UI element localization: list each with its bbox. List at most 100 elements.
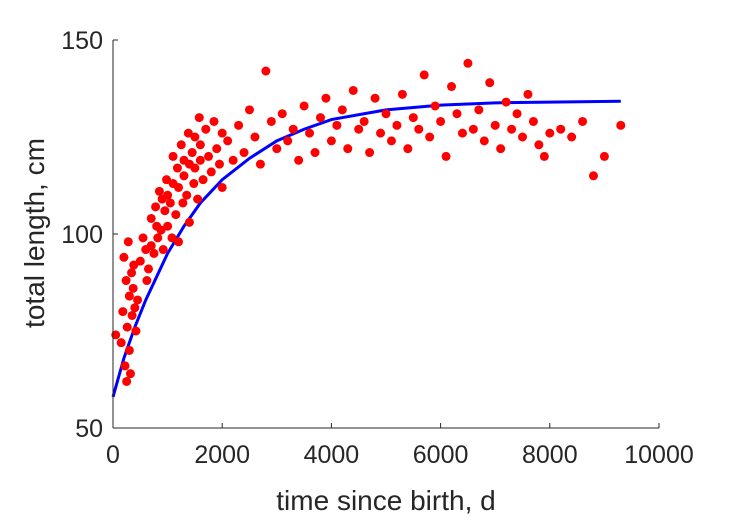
data-point	[153, 233, 163, 243]
data-point	[193, 194, 203, 204]
data-point	[178, 198, 188, 208]
y-tick-label: 50	[75, 415, 103, 443]
data-point	[198, 175, 208, 185]
data-point	[337, 105, 347, 115]
data-point	[239, 148, 249, 158]
data-point	[174, 237, 184, 247]
data-point	[288, 124, 298, 134]
data-point	[158, 245, 168, 255]
data-point	[261, 66, 271, 76]
data-point	[408, 113, 418, 123]
data-point	[310, 148, 320, 158]
data-point	[376, 128, 386, 138]
data-point	[468, 124, 478, 134]
data-point	[146, 241, 156, 251]
data-point	[223, 136, 233, 146]
data-point	[163, 221, 173, 231]
data-point	[119, 252, 129, 262]
x-tick-label: 10000	[624, 441, 694, 469]
data-point	[135, 256, 145, 266]
data-point	[616, 120, 626, 130]
data-point	[128, 283, 138, 293]
data-point	[403, 144, 413, 154]
x-tick-label: 8000	[522, 441, 578, 469]
data-point	[204, 151, 214, 161]
data-point	[156, 225, 166, 235]
data-point	[556, 124, 566, 134]
data-point	[485, 78, 495, 88]
y-tick-label: 150	[61, 27, 103, 55]
data-point	[171, 210, 181, 220]
data-point	[463, 58, 473, 68]
data-point	[283, 136, 293, 146]
data-point	[479, 136, 489, 146]
data-point	[321, 93, 331, 103]
data-point	[474, 105, 484, 115]
data-point	[182, 190, 192, 200]
data-point	[212, 144, 222, 154]
data-point	[386, 136, 396, 146]
data-point	[146, 213, 156, 223]
data-point	[359, 116, 369, 126]
data-point	[143, 264, 153, 274]
x-tick-label: 0	[106, 441, 120, 469]
data-point	[127, 268, 137, 278]
data-point	[195, 140, 205, 150]
data-point	[370, 93, 380, 103]
data-point	[528, 116, 538, 126]
data-point	[490, 120, 500, 130]
data-point	[441, 151, 451, 161]
data-point	[392, 120, 402, 130]
data-point	[299, 101, 309, 111]
data-point	[129, 260, 139, 270]
data-point	[194, 113, 204, 123]
data-point	[578, 116, 588, 126]
data-point	[122, 376, 132, 386]
data-point	[255, 159, 265, 169]
data-point	[163, 190, 173, 200]
data-point	[501, 97, 511, 107]
data-point	[539, 151, 549, 161]
data-point	[567, 132, 577, 142]
x-axis-label: time since birth, d	[276, 485, 495, 516]
data-point	[123, 237, 133, 247]
data-point	[496, 144, 506, 154]
data-point	[118, 307, 128, 317]
data-point	[120, 361, 130, 371]
data-point	[130, 303, 140, 313]
data-point	[206, 167, 216, 177]
data-point	[183, 128, 193, 138]
data-point	[184, 217, 194, 227]
data-point	[127, 310, 137, 320]
data-point	[174, 182, 184, 192]
data-point	[234, 120, 244, 130]
data-point	[250, 132, 260, 142]
data-point	[121, 276, 131, 286]
data-point	[545, 128, 555, 138]
data-point	[160, 206, 170, 216]
data-point	[457, 128, 467, 138]
data-point	[354, 124, 364, 134]
data-point	[154, 186, 164, 196]
data-point	[294, 155, 304, 165]
data-point	[365, 148, 375, 158]
data-point	[217, 182, 227, 192]
data-point	[425, 132, 435, 142]
data-point	[419, 70, 429, 80]
data-point	[414, 124, 424, 134]
data-point	[315, 113, 325, 123]
data-point	[447, 82, 457, 92]
data-point	[272, 144, 282, 154]
data-point	[172, 163, 182, 173]
x-tick-label: 6000	[413, 441, 469, 469]
data-point	[167, 233, 177, 243]
data-point	[228, 155, 238, 165]
y-tick-label: 100	[61, 221, 103, 249]
data-point	[124, 345, 134, 355]
data-point	[133, 295, 143, 305]
data-point	[138, 233, 148, 243]
data-point	[122, 322, 132, 332]
data-point	[149, 248, 159, 258]
data-point	[217, 128, 227, 138]
data-point	[452, 109, 462, 119]
